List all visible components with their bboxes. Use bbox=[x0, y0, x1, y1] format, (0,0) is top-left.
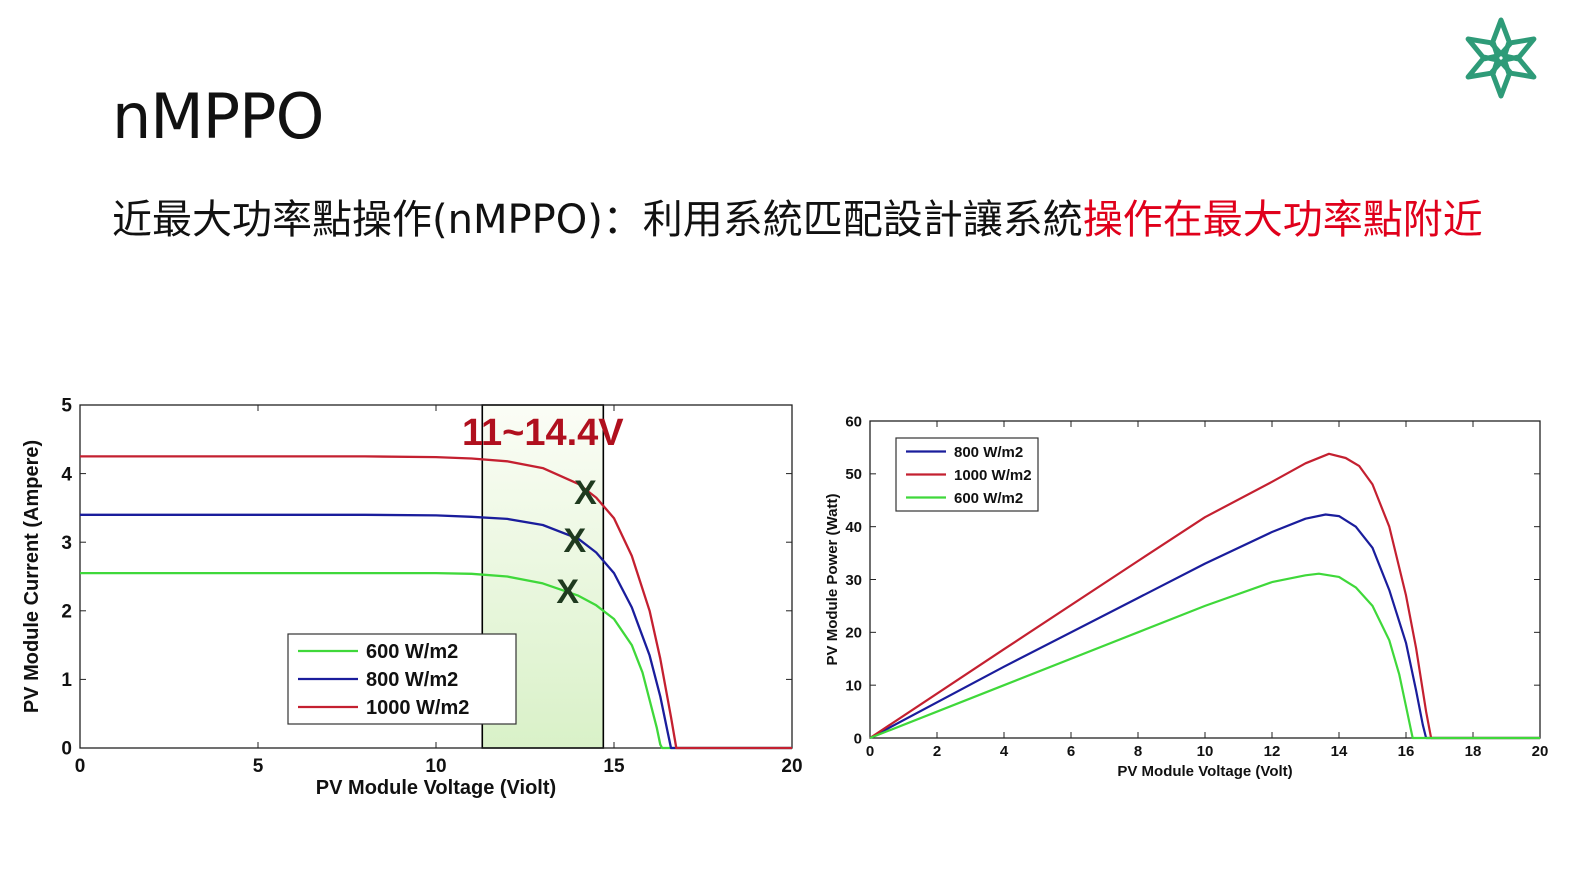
series-line-800-w-m2 bbox=[869, 513, 1540, 740]
mpp-marker: X bbox=[563, 522, 586, 560]
y-tick-label: 3 bbox=[61, 533, 72, 554]
x-axis-label: PV Module Voltage (Violt) bbox=[316, 777, 556, 799]
x-tick-label: 8 bbox=[1134, 743, 1142, 760]
x-tick-label: 12 bbox=[1264, 743, 1281, 760]
y-tick-label: 50 bbox=[845, 466, 862, 483]
legend-label: 800 W/m2 bbox=[366, 669, 458, 691]
x-tick-label: 10 bbox=[425, 756, 446, 777]
subtitle-text: 近最大功率點操作(nMPPO)：利用系統匹配設計讓系統 bbox=[112, 197, 1083, 243]
y-tick-label: 5 bbox=[61, 396, 72, 417]
x-tick-label: 10 bbox=[1197, 743, 1214, 760]
y-tick-label: 1 bbox=[61, 670, 72, 691]
x-tick-label: 2 bbox=[933, 743, 941, 760]
series-line-800-w-m2 bbox=[80, 513, 792, 750]
series-line-1000-w-m2 bbox=[80, 455, 792, 750]
x-tick-label: 14 bbox=[1331, 743, 1348, 760]
y-tick-label: 60 bbox=[845, 413, 862, 430]
legend-label: 800 W/m2 bbox=[954, 444, 1023, 461]
x-tick-label: 4 bbox=[1000, 743, 1009, 760]
subtitle-highlight: 操作在最大功率點附近 bbox=[1082, 197, 1483, 243]
y-tick-label: 40 bbox=[845, 519, 862, 536]
band-annotation-label: 11~14.4V bbox=[462, 412, 624, 454]
legend-label: 600 W/m2 bbox=[954, 490, 1023, 507]
x-tick-label: 6 bbox=[1067, 743, 1075, 760]
y-tick-label: 0 bbox=[61, 739, 72, 760]
x-axis-label: PV Module Voltage (Volt) bbox=[1117, 763, 1292, 780]
y-tick-label: 10 bbox=[845, 677, 862, 694]
legend-label: 1000 W/m2 bbox=[954, 467, 1032, 484]
y-tick-label: 4 bbox=[61, 464, 72, 485]
snowflake-logo-icon bbox=[1456, 17, 1546, 100]
y-axis-label: PV Module Current (Ampere) bbox=[21, 440, 43, 713]
x-tick-label: 0 bbox=[75, 756, 86, 777]
x-tick-label: 15 bbox=[603, 756, 625, 777]
series-line-600-w-m2 bbox=[80, 571, 792, 750]
x-tick-label: 18 bbox=[1465, 743, 1482, 760]
y-tick-label: 2 bbox=[61, 601, 72, 622]
x-tick-label: 0 bbox=[866, 743, 874, 760]
y-tick-label: 30 bbox=[845, 572, 862, 589]
series-line-1000-w-m2 bbox=[869, 452, 1540, 740]
y-tick-label: 0 bbox=[854, 730, 862, 747]
legend-label: 1000 W/m2 bbox=[366, 697, 469, 719]
x-tick-label: 20 bbox=[781, 756, 802, 777]
y-axis-label: PV Module Power (Watt) bbox=[824, 494, 841, 666]
mpp-marker: X bbox=[556, 573, 579, 611]
slide-subtitle: 近最大功率點操作(nMPPO)：利用系統匹配設計讓系統操作在最大功率點附近 bbox=[112, 192, 1512, 248]
mpp-marker: X bbox=[574, 474, 597, 512]
legend-label: 600 W/m2 bbox=[366, 641, 458, 663]
x-tick-label: 16 bbox=[1398, 743, 1415, 760]
slide-title: nMPPO bbox=[112, 80, 324, 153]
x-tick-label: 5 bbox=[253, 756, 264, 777]
y-tick-label: 20 bbox=[845, 625, 862, 642]
x-tick-label: 20 bbox=[1532, 743, 1549, 760]
series-line-600-w-m2 bbox=[869, 572, 1540, 740]
